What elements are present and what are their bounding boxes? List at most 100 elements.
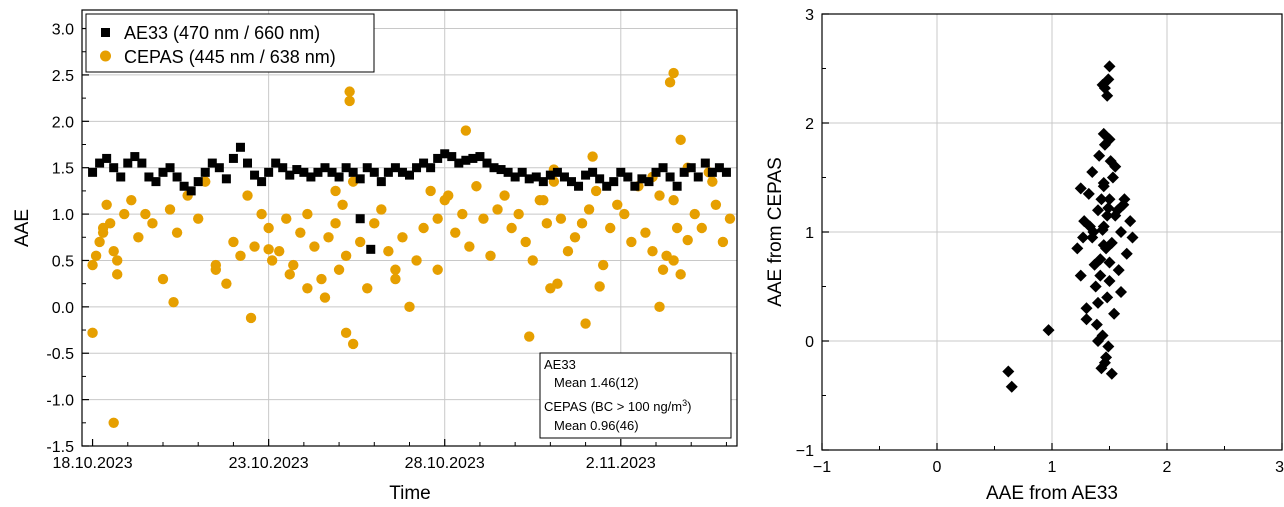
cepas-point <box>605 222 616 234</box>
cepas-point <box>587 151 598 162</box>
ae33-point <box>257 177 267 187</box>
ae33-point <box>200 167 210 177</box>
ae33-point <box>679 167 689 177</box>
cepas-point <box>112 269 123 280</box>
statistics-box: AE33 Mean 1.46(12) CEPAS (BC > 100 ng/m3… <box>539 352 732 439</box>
x-tick-label: 2 <box>1163 459 1172 476</box>
cepas-point <box>362 283 373 294</box>
ae33-point <box>595 174 605 184</box>
aae-point <box>1103 275 1116 288</box>
ae33-point <box>644 177 654 187</box>
aae-point <box>1080 302 1093 315</box>
ae33-point <box>334 172 344 182</box>
aae-point <box>1108 307 1121 320</box>
cepas-point <box>538 194 549 206</box>
x-tick-label: 18.10.2023 <box>53 455 133 472</box>
cepas-point <box>457 208 468 220</box>
cepas-point <box>675 134 686 146</box>
aae-point <box>1103 193 1116 206</box>
stats-cepas-label: CEPAS (BC > 100 ng/m3) <box>544 398 691 414</box>
y-tick-labels: −1 0 1 2 3 <box>796 7 814 460</box>
cepas-point <box>580 318 591 329</box>
ae33-point <box>320 163 330 173</box>
ae33-point <box>264 167 274 177</box>
ae33-point <box>440 149 450 159</box>
ae33-point <box>88 167 98 177</box>
axis-ticks <box>82 27 727 447</box>
aae-point <box>1094 269 1107 282</box>
cepas-point <box>640 227 651 238</box>
ae33-point <box>433 153 443 163</box>
cepas-point <box>263 222 274 234</box>
cepas-point <box>657 264 669 275</box>
ae33-point <box>721 167 731 177</box>
cepas-point <box>87 259 98 271</box>
ae33-point <box>651 167 661 177</box>
ae33-point <box>510 172 520 182</box>
cepas-point <box>340 250 352 262</box>
cepas-point <box>552 278 563 289</box>
ae33-points <box>88 142 731 254</box>
aae-point <box>1112 264 1125 277</box>
cepas-point <box>478 213 489 224</box>
y-tick-label: 2.0 <box>52 114 74 131</box>
ae33-point <box>714 163 724 173</box>
cepas-point <box>619 208 630 220</box>
ae33-point <box>165 163 175 173</box>
ae33-point <box>102 153 112 163</box>
cepas-point <box>333 264 345 275</box>
cepas-point <box>390 273 401 285</box>
cepas-point <box>256 208 267 220</box>
cepas-point <box>562 245 574 257</box>
ae33-point <box>137 158 147 168</box>
ae33-point <box>397 167 407 177</box>
cepas-point <box>450 227 461 238</box>
aae-point <box>1106 171 1119 184</box>
y-axis-title: AAE <box>12 209 33 247</box>
cepas-point <box>597 259 609 271</box>
y-tick-label: 1 <box>805 225 814 242</box>
aae-point <box>1105 367 1118 380</box>
cepas-point <box>319 292 331 303</box>
ae33-point <box>348 167 358 177</box>
ae33-point <box>95 158 105 168</box>
ae33-point <box>123 158 133 168</box>
aae-point <box>1002 365 1015 378</box>
aae-point <box>1118 193 1131 206</box>
ae33-point <box>299 167 309 177</box>
cepas-point <box>671 222 683 234</box>
ae33-point <box>362 163 372 173</box>
cepas-point <box>112 255 123 266</box>
aae-point <box>1071 242 1084 255</box>
y-tick-label: 0.0 <box>52 300 74 317</box>
legend: AE33 (470 nm / 660 nm) CEPAS (445 nm / 6… <box>85 13 375 73</box>
cepas-point <box>460 125 472 136</box>
legend-marker-ae33 <box>101 28 110 37</box>
ae33-point <box>250 170 260 180</box>
aae-point <box>1120 247 1133 260</box>
cepas-point <box>242 190 253 201</box>
stats-ae33-label: AE33 <box>544 357 576 372</box>
x-tick-label: −1 <box>813 459 831 476</box>
cepas-point <box>471 181 482 192</box>
cepas-point <box>432 213 443 224</box>
cepas-point <box>221 278 232 289</box>
cepas-point <box>369 218 380 229</box>
cepas-point <box>266 255 278 266</box>
y-tick-label: -0.5 <box>46 346 74 363</box>
cepas-point <box>404 301 415 313</box>
cepas-point <box>164 204 176 215</box>
cepas-point <box>594 281 605 292</box>
ae33-point <box>327 167 337 177</box>
cepas-point <box>626 236 637 248</box>
ae33-point <box>503 167 513 177</box>
ae33-point <box>566 177 576 187</box>
aae-point <box>1111 204 1124 217</box>
aae-point <box>1098 82 1111 95</box>
aae-point <box>1092 296 1104 309</box>
aae-point <box>1098 356 1111 369</box>
x-axis-title: Time <box>389 483 431 504</box>
cepas-point <box>168 297 179 308</box>
cepas-point <box>668 194 679 206</box>
cepas-point <box>696 222 707 234</box>
